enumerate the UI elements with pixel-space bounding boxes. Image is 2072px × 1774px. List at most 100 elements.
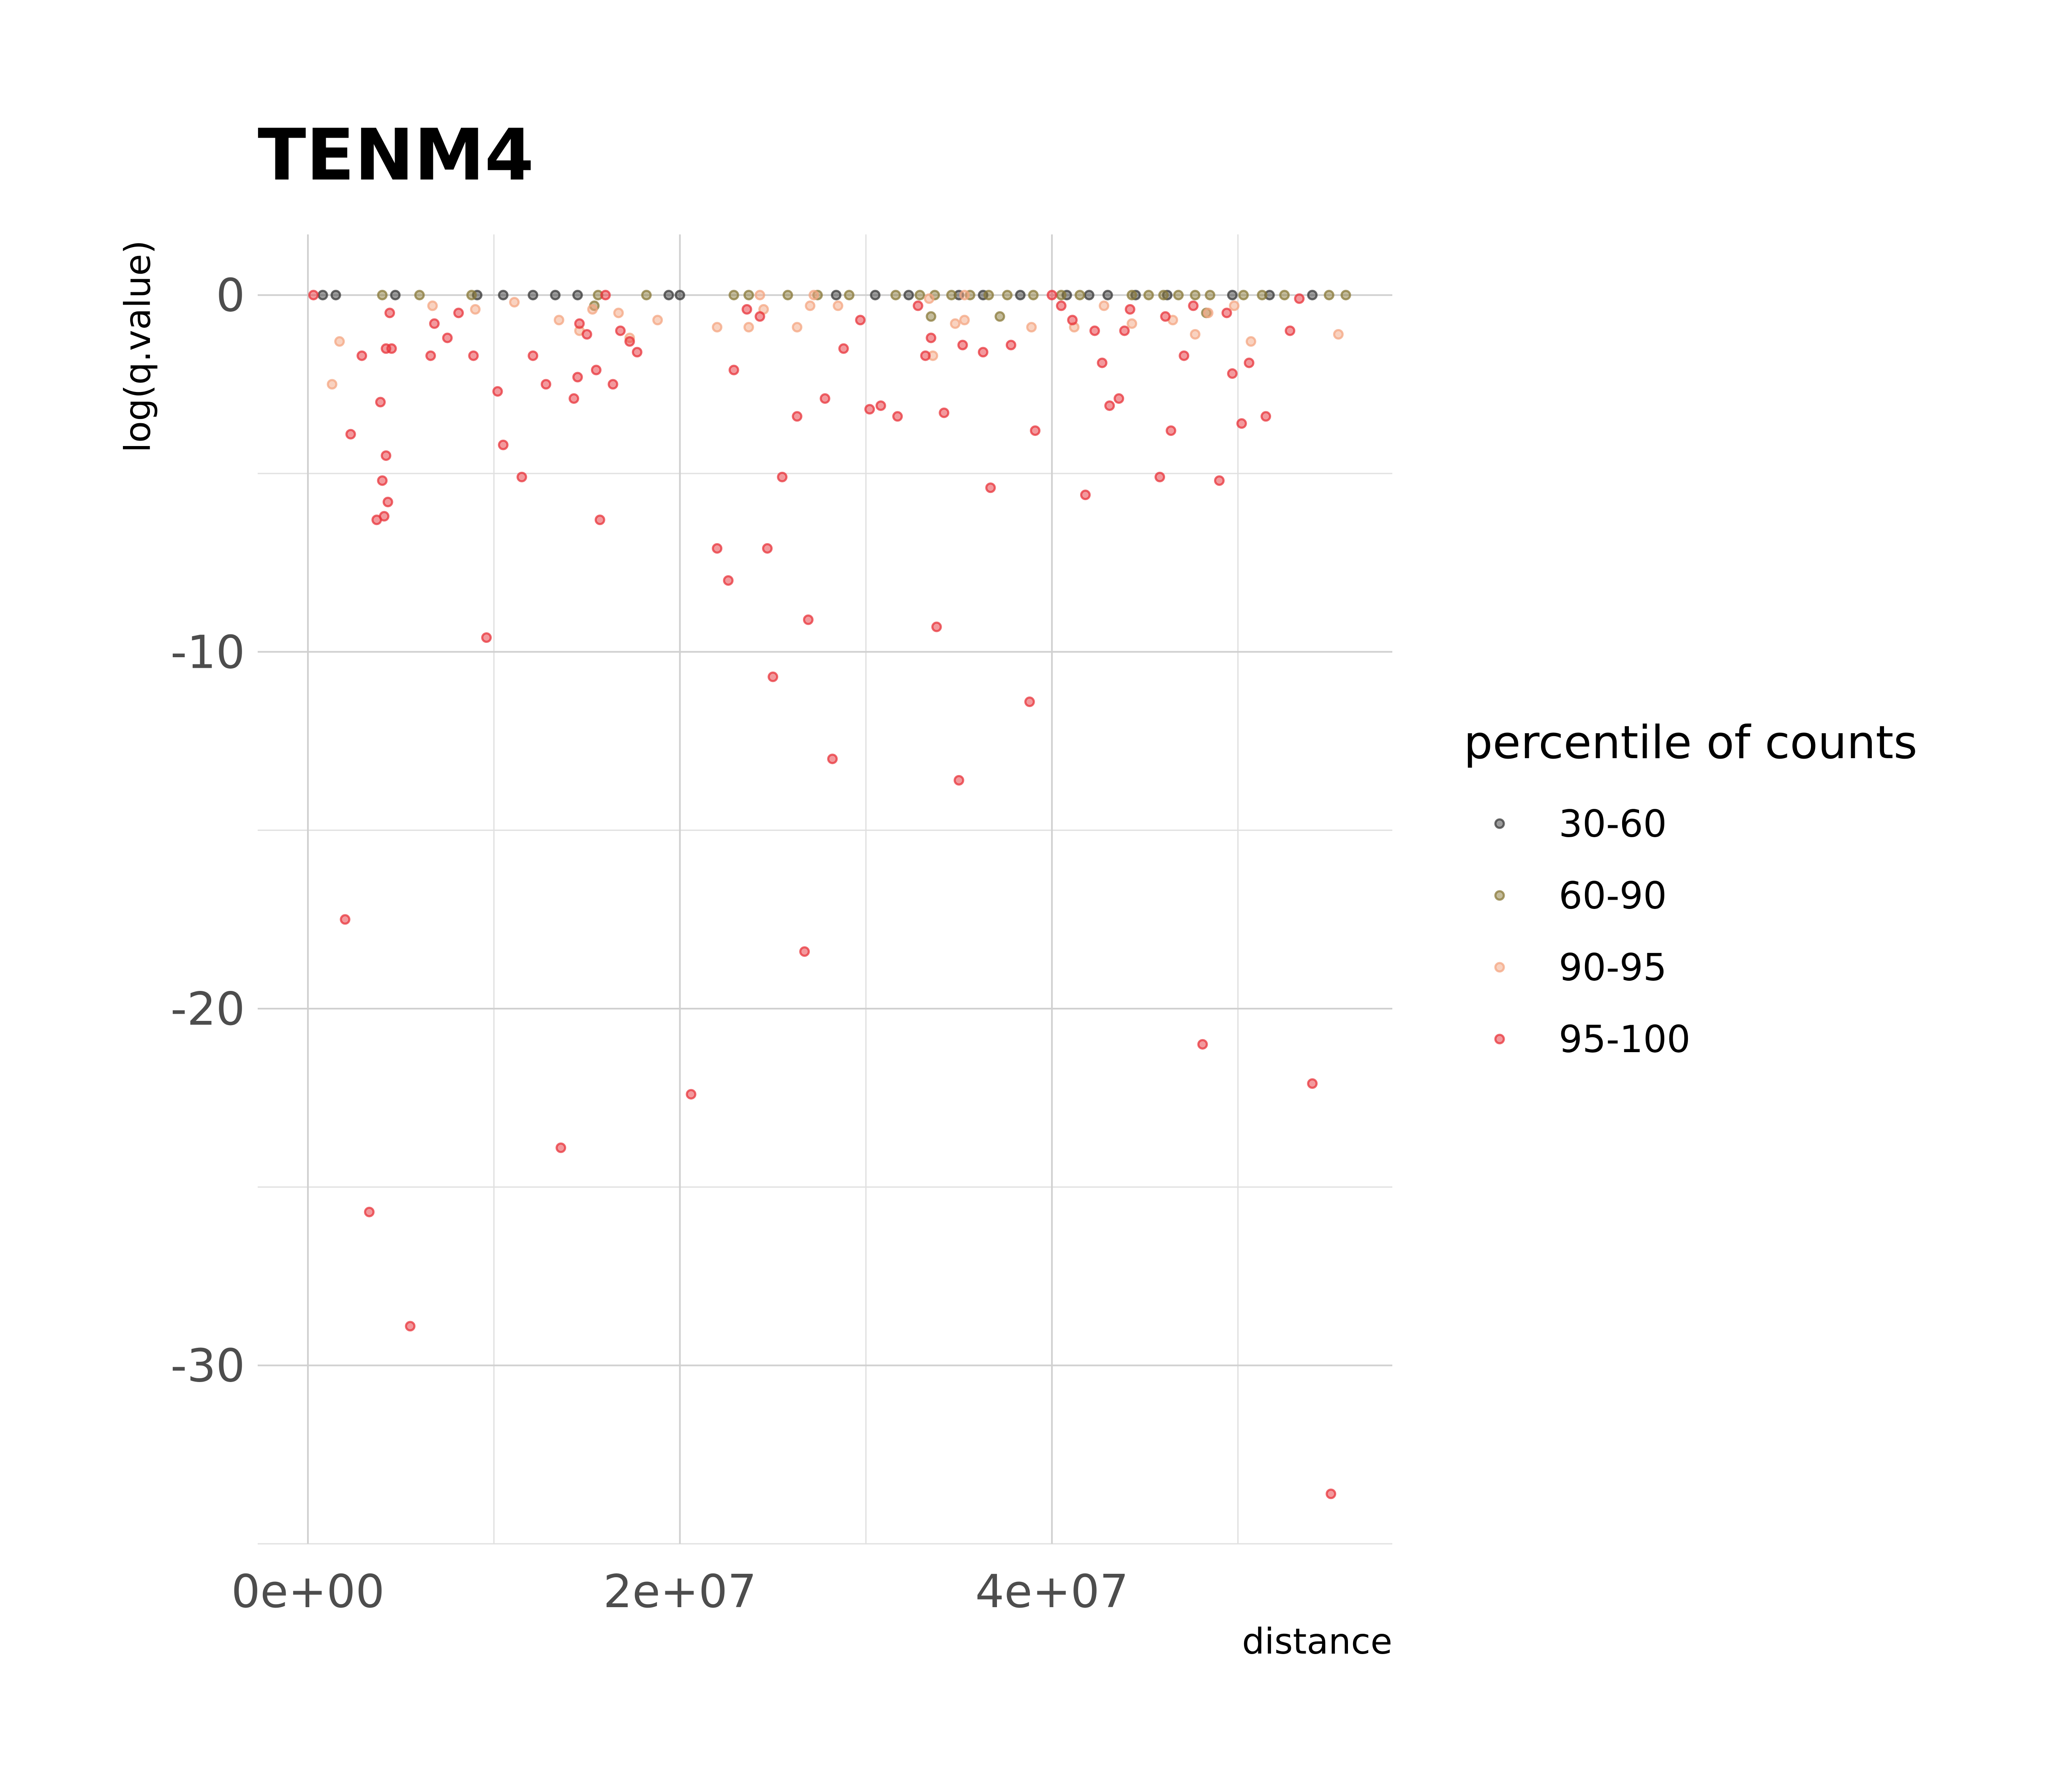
data-point: [870, 290, 881, 301]
y-tick-label: -30: [171, 1340, 245, 1393]
data-point: [1229, 300, 1240, 311]
data-point: [375, 397, 386, 408]
data-point: [892, 411, 903, 422]
data-point: [327, 379, 338, 390]
data-point: [632, 347, 643, 358]
y-tick-label: 0: [216, 269, 245, 322]
data-point: [528, 350, 539, 361]
data-point: [1158, 290, 1169, 301]
data-point: [550, 290, 561, 301]
data-point: [827, 754, 838, 765]
chart-title: TENM4: [258, 114, 534, 196]
data-point: [983, 290, 994, 301]
data-point: [768, 671, 779, 682]
data-point: [675, 290, 686, 301]
legend-label: 60-90: [1559, 874, 1667, 917]
data-point: [613, 307, 624, 318]
data-point: [838, 343, 849, 354]
data-point: [1238, 290, 1249, 301]
data-point: [427, 300, 438, 311]
data-point: [357, 350, 368, 361]
data-point: [1067, 315, 1078, 326]
data-point: [1294, 293, 1305, 304]
data-point: [624, 336, 635, 347]
data-point: [470, 304, 481, 315]
data-point: [743, 322, 754, 333]
data-point: [555, 1142, 566, 1153]
data-point: [864, 404, 875, 415]
data-point: [340, 914, 351, 925]
data-point: [498, 290, 509, 301]
data-point: [762, 543, 773, 554]
data-point: [377, 475, 388, 486]
legend-title: percentile of counts: [1464, 716, 1917, 769]
data-point: [429, 318, 440, 329]
data-point: [466, 290, 477, 301]
data-point: [833, 300, 844, 311]
data-point: [1119, 325, 1130, 336]
data-points: [308, 290, 1351, 1499]
legend-key: [1494, 818, 1505, 829]
data-point: [1002, 290, 1013, 301]
data-point: [903, 290, 914, 301]
data-point: [959, 315, 970, 326]
data-point: [1214, 475, 1225, 486]
data-point: [1005, 340, 1016, 351]
data-point: [1114, 393, 1124, 404]
data-point: [985, 482, 996, 493]
data-point: [1173, 290, 1184, 301]
data-point: [994, 311, 1005, 322]
data-point: [377, 290, 388, 301]
data-point: [652, 315, 663, 326]
y-tick-label: -10: [171, 626, 245, 679]
data-point: [1227, 290, 1238, 301]
legend-label: 95-100: [1559, 1018, 1691, 1061]
data-point: [953, 775, 964, 786]
data-point: [1179, 350, 1190, 361]
data-point: [572, 372, 583, 383]
data-point: [754, 290, 765, 301]
data-point: [1056, 300, 1067, 311]
data-point: [1097, 357, 1108, 368]
x-axis-label: distance: [1242, 1621, 1392, 1662]
data-point: [915, 290, 926, 301]
data-point: [1326, 1488, 1337, 1499]
x-tick-label: 4e+07: [975, 1565, 1129, 1618]
data-point: [382, 497, 393, 508]
x-tick-label: 0e+00: [231, 1565, 384, 1618]
data-point: [553, 315, 564, 326]
data-point: [957, 340, 968, 351]
data-point: [1188, 300, 1199, 311]
data-point: [541, 379, 552, 390]
data-point: [405, 1321, 416, 1332]
data-point: [468, 350, 479, 361]
data-point: [1046, 290, 1057, 301]
data-point: [844, 290, 855, 301]
data-point: [950, 318, 961, 329]
data-point: [317, 290, 328, 301]
data-point: [334, 336, 345, 347]
data-point: [809, 290, 820, 301]
data-point: [591, 365, 602, 375]
data-point: [1098, 300, 1109, 311]
data-point: [1244, 357, 1255, 368]
data-point: [516, 471, 527, 482]
data-point: [830, 290, 841, 301]
data-point: [875, 400, 886, 411]
data-point: [641, 290, 652, 301]
data-point: [912, 300, 923, 311]
data-point: [782, 290, 793, 301]
data-point: [1197, 1039, 1208, 1050]
legend: percentile of counts 30-60 60-90 90-95 95-1…: [1464, 716, 1917, 1061]
data-point: [1160, 311, 1171, 322]
data-point: [1074, 290, 1085, 301]
data-point: [712, 322, 723, 333]
data-point: [414, 290, 425, 301]
data-point: [663, 290, 674, 301]
data-point: [1236, 418, 1247, 429]
data-point: [1190, 290, 1201, 301]
data-point: [1190, 329, 1201, 340]
grid: [258, 234, 1392, 1545]
data-point: [792, 322, 803, 333]
